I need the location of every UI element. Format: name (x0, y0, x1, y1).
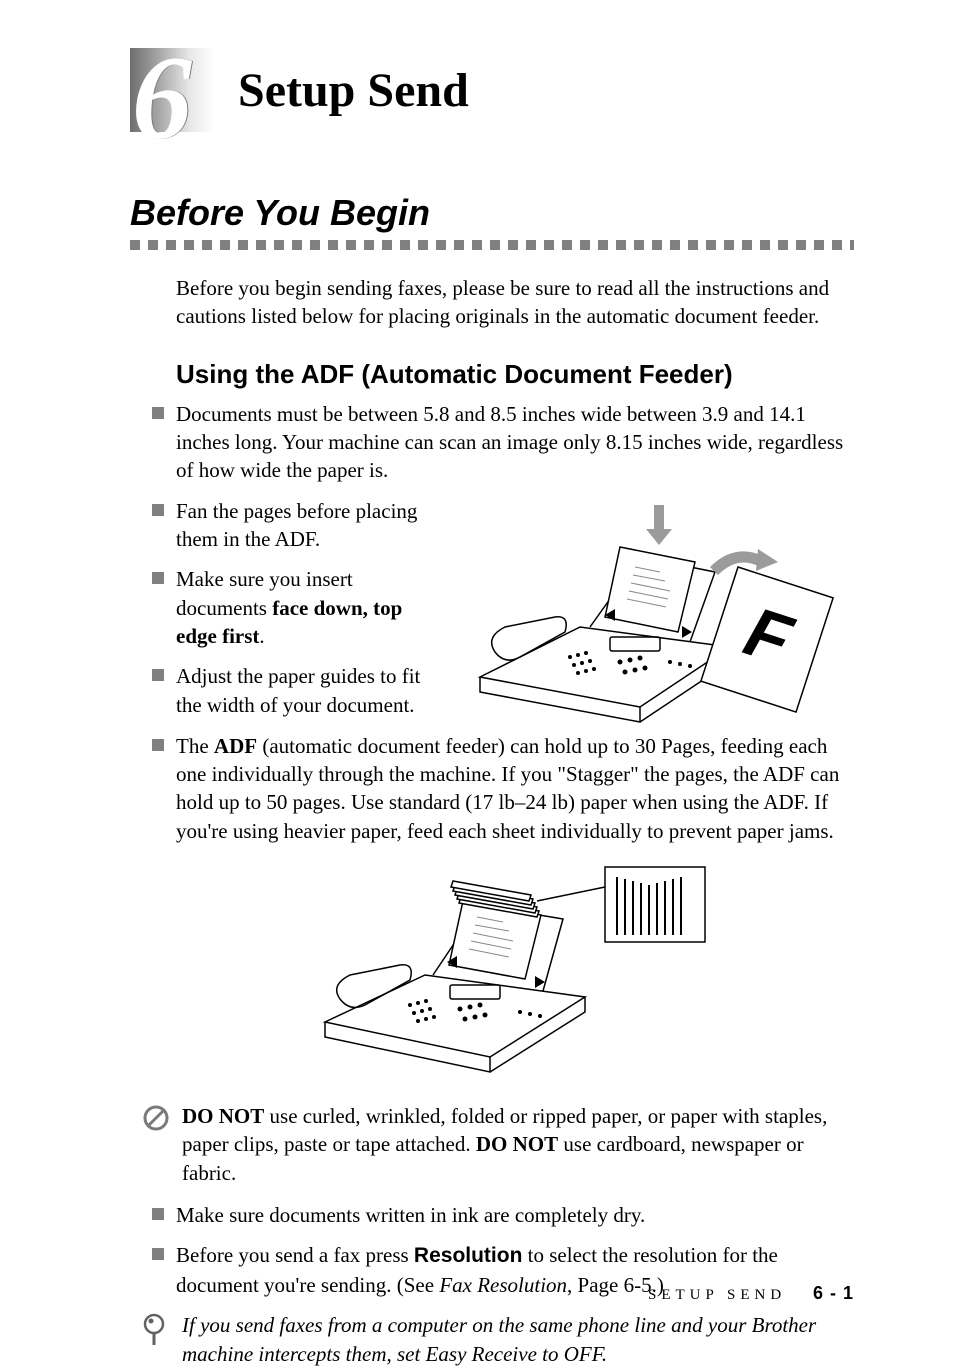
chapter-header: 6 Setup Send (130, 48, 854, 132)
row-text-figure: Fan the pages before placing them in the… (176, 497, 854, 732)
page-footer: SETUP SEND 6 - 1 (648, 1283, 854, 1304)
li-text-post: . (259, 624, 264, 648)
note-bold-2: DO NOT (476, 1132, 558, 1156)
down-arrow-icon (646, 505, 672, 545)
col-figure: F (446, 497, 854, 732)
list-item: Documents must be between 5.8 and 8.5 in… (176, 400, 854, 485)
col-text: Fan the pages before placing them in the… (176, 497, 426, 731)
list-item: Adjust the paper guides to fit the width… (176, 662, 426, 719)
prohibit-note: DO NOT use curled, wrinkled, folded or r… (142, 1102, 854, 1187)
chapter-title: Setup Send (238, 63, 469, 118)
li-text-pre: The (176, 734, 214, 758)
bullet-list-top: Documents must be between 5.8 and 8.5 in… (130, 400, 854, 485)
li-text-post: (automatic document feeder) can hold up … (176, 734, 839, 843)
chapter-number: 6 (132, 38, 192, 158)
list-item: Make sure you insert documents face down… (176, 565, 426, 650)
li-text-bold: Resolution (414, 1244, 523, 1267)
prohibit-icon (142, 1104, 170, 1139)
footer-page-number: 6 - 1 (813, 1283, 854, 1303)
li-text-bold: ADF (214, 734, 257, 758)
subsection-heading: Using the ADF (Automatic Document Feeder… (176, 359, 854, 390)
list-item: Fan the pages before placing them in the… (176, 497, 426, 554)
intro-paragraph: Before you begin sending faxes, please b… (176, 274, 854, 331)
li-text-pre: Before you send a fax press (176, 1243, 414, 1267)
figure-2-wrap (176, 857, 854, 1082)
fax-stagger-diagram-icon (305, 857, 725, 1077)
note-bold: DO NOT (182, 1104, 264, 1128)
magnifier-icon (142, 1313, 170, 1354)
dashed-rule (130, 240, 854, 250)
page: 6 Setup Send Before You Begin Before you… (0, 0, 954, 1352)
li-text-ital: Fax Resolution (439, 1273, 567, 1297)
fax-insert-diagram-icon: F (460, 497, 840, 727)
bullet-list-adf: The ADF (automatic document feeder) can … (130, 732, 854, 845)
tip-text: If you send faxes from a computer on the… (182, 1311, 854, 1368)
chapter-number-box: 6 (130, 48, 214, 132)
list-item: Make sure documents written in ink are c… (176, 1201, 854, 1229)
prohibit-text: DO NOT use curled, wrinkled, folded or r… (182, 1102, 854, 1187)
section-heading: Before You Begin (130, 192, 854, 234)
footer-section: SETUP SEND (648, 1287, 786, 1303)
tip-note: If you send faxes from a computer on the… (142, 1311, 854, 1368)
list-item: The ADF (automatic document feeder) can … (176, 732, 854, 845)
